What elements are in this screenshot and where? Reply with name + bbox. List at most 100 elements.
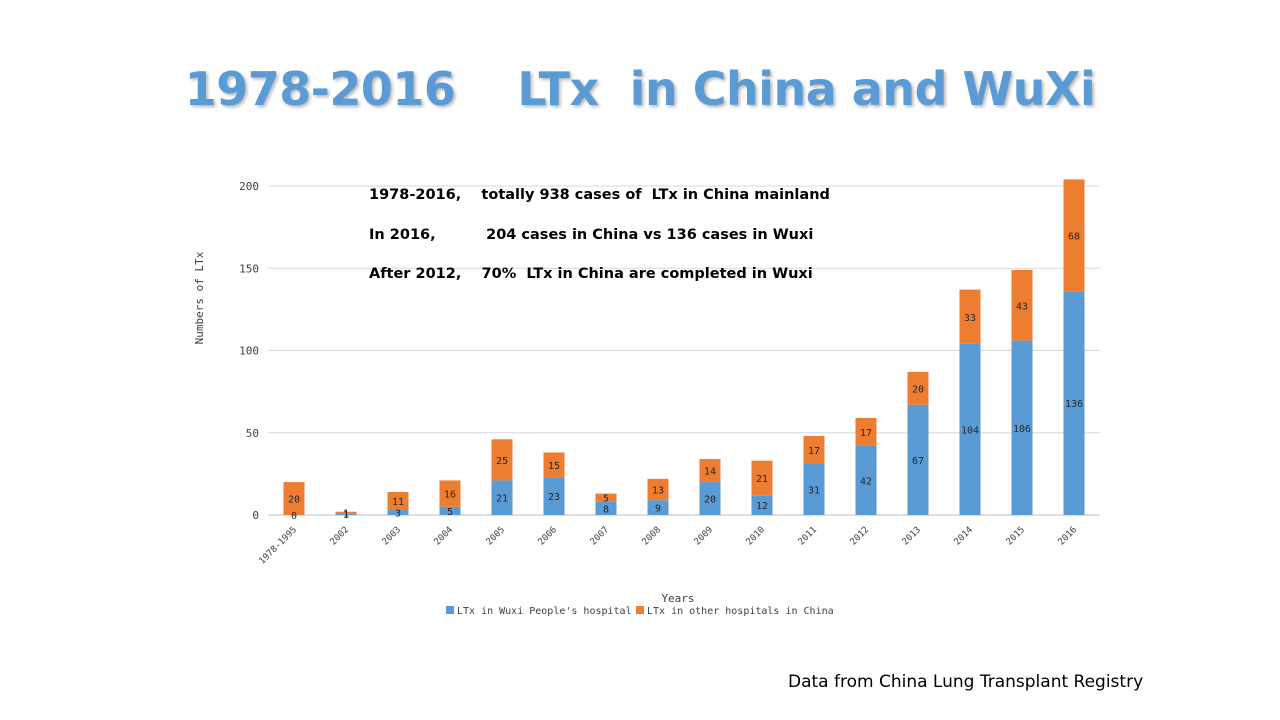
x-tick-label: 2009	[693, 525, 715, 547]
y-tick-label: 50	[246, 427, 259, 440]
x-tick-label: 2012	[849, 525, 871, 547]
data-label-wuxi: 12	[756, 501, 768, 512]
bar-segment-wuxi	[595, 501, 617, 515]
x-axis-ticks: 1978-1995 2002 2003 2004 2005 2006 2007 2008 200…	[258, 525, 1080, 567]
bar-segment-wuxi	[855, 445, 877, 515]
y-axis-title: Numbers of LTx	[193, 251, 206, 344]
y-tick-label: 0	[252, 509, 259, 522]
bar-segment-other	[959, 289, 981, 344]
data-label-wuxi: 3	[395, 509, 401, 520]
bar-segment-other	[803, 436, 825, 465]
bar-segment-wuxi	[1011, 340, 1033, 515]
data-label-other: 17	[860, 428, 872, 439]
bar-segment-wuxi	[491, 480, 513, 515]
y-tick-label: 100	[239, 345, 259, 358]
data-label-other: 14	[704, 467, 716, 478]
data-label-other: 25	[496, 456, 508, 467]
data-label-other: 43	[1016, 301, 1028, 312]
legend-label-other: LTx in other hospitals in China	[647, 606, 834, 617]
bar-segment-wuxi	[1063, 291, 1085, 515]
legend-swatch-wuxi	[446, 606, 454, 614]
data-label-wuxi: 23	[548, 492, 560, 503]
bar-segment-wuxi	[959, 343, 981, 515]
data-label-wuxi: 31	[808, 486, 820, 497]
data-label-wuxi: 5	[447, 507, 453, 518]
legend-swatch-other	[636, 606, 644, 614]
bar-segment-wuxi	[699, 482, 721, 515]
bar-segment-other	[1063, 179, 1085, 292]
data-label-other: 16	[444, 490, 456, 501]
data-label-other: 13	[652, 486, 664, 497]
data-label-other: 1	[343, 509, 349, 520]
annotation-2016: In 2016, 204 cases in China vs 136 cases…	[369, 227, 814, 243]
slide-title: 1978-2016 LTx in China and WuXi	[184, 62, 1096, 116]
data-label-wuxi: 0	[291, 511, 297, 522]
bar-segment-other	[439, 480, 461, 507]
data-label-wuxi: 104	[961, 425, 979, 436]
x-tick-label: 2002	[329, 525, 351, 547]
bar-segment-other	[855, 417, 877, 446]
data-label-wuxi: 8	[603, 504, 609, 515]
data-label-wuxi: 136	[1065, 399, 1083, 410]
x-tick-label: 2011	[797, 525, 819, 547]
bar-segment-wuxi	[647, 500, 669, 515]
data-label-other: 5	[603, 494, 609, 505]
x-tick-label: 1978-1995	[258, 525, 300, 567]
bar-segment-wuxi	[543, 477, 565, 515]
bar-segment-other	[335, 511, 357, 514]
bar-segment-other	[699, 459, 721, 483]
bar-segment-other	[751, 460, 773, 496]
data-label-other: 21	[756, 474, 768, 485]
annotation-total: 1978-2016, totally 938 cases of LTx in C…	[369, 187, 830, 203]
bar-segment-wuxi	[439, 506, 461, 515]
y-tick-label: 200	[239, 180, 259, 193]
data-label-other: 33	[964, 313, 976, 324]
bar-segment-other	[907, 371, 929, 405]
bar-segment-other	[283, 482, 305, 515]
data-label-other: 15	[548, 461, 560, 472]
annotation-after-2012: After 2012, 70% LTx in China are complet…	[369, 266, 813, 282]
data-label-wuxi: 9	[655, 504, 661, 515]
bar-segment-wuxi	[803, 464, 825, 515]
bar-segment-other	[647, 478, 669, 501]
x-tick-label: 2014	[953, 525, 975, 547]
bar-segment-wuxi	[907, 404, 929, 515]
x-tick-label: 2005	[485, 525, 507, 547]
data-label-wuxi: 67	[912, 456, 924, 467]
x-tick-label: 2008	[641, 525, 663, 547]
bar-segment-other	[491, 439, 513, 481]
x-axis-title: Years	[661, 592, 694, 605]
legend-label-wuxi: LTx in Wuxi People's hospital	[457, 606, 632, 617]
data-label-other: 20	[912, 384, 924, 395]
x-tick-label: 2016	[1057, 525, 1079, 547]
data-label-other: 20	[288, 495, 300, 506]
data-label-other: 11	[392, 497, 404, 508]
data-label-wuxi: 21	[496, 494, 508, 505]
data-label-wuxi: 106	[1013, 424, 1031, 435]
x-tick-label: 2006	[537, 525, 559, 547]
source-note: Data from China Lung Transplant Registry	[788, 672, 1144, 692]
bar-segment-other	[543, 452, 565, 478]
bar-segment-other	[1011, 269, 1033, 341]
x-tick-label: 2013	[901, 525, 923, 547]
data-label-other: 17	[808, 446, 820, 457]
data-label-wuxi: 42	[860, 476, 872, 487]
x-tick-label: 2004	[433, 525, 455, 547]
y-axis-ticks: 0 50 100 150 200	[239, 180, 259, 522]
x-tick-label: 2003	[381, 525, 403, 547]
data-label-other: 68	[1068, 231, 1080, 242]
x-tick-label: 2010	[745, 525, 767, 547]
bars	[283, 179, 1085, 515]
bar-segment-wuxi	[751, 495, 773, 515]
data-label-wuxi: 1	[343, 510, 349, 521]
data-label-wuxi: 20	[704, 495, 716, 506]
bar-segment-other	[595, 493, 617, 502]
x-tick-label: 2007	[589, 525, 611, 547]
bar-segment-other	[387, 491, 409, 511]
y-tick-label: 150	[239, 262, 259, 275]
bar-segment-wuxi	[335, 513, 357, 515]
x-tick-label: 2015	[1005, 525, 1027, 547]
bar-segment-wuxi	[387, 510, 409, 515]
